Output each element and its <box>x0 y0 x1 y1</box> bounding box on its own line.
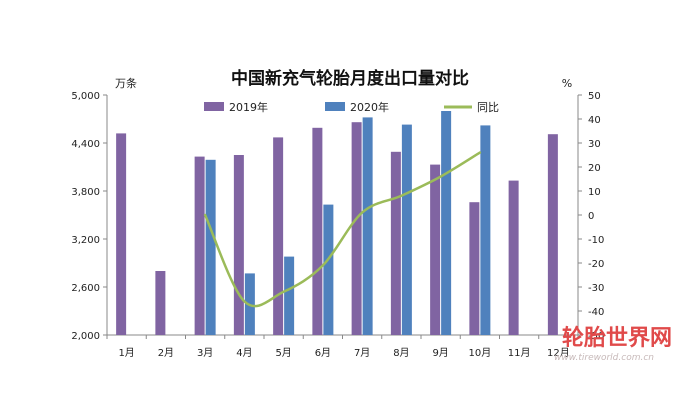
tick-labels: 2,000 2,600 3,200 3,800 4,400 5,000 -50 -40 -30 -… <box>71 91 604 359</box>
bar-2019 <box>155 271 166 335</box>
bar-2019 <box>508 180 519 335</box>
legend-swatch-2019 <box>204 102 224 111</box>
x-tick-label: 2月 <box>158 347 174 359</box>
bar-2020 <box>205 159 216 335</box>
left-tick-label: 4,400 <box>71 139 100 150</box>
yoy-line <box>203 151 482 308</box>
x-tick-label: 11月 <box>508 347 531 359</box>
right-tick-label: 10 <box>588 187 601 198</box>
chart-title: 中国新充气轮胎月度出口量对比 <box>231 68 469 89</box>
right-tick-label: -20 <box>588 259 604 270</box>
bar-2020 <box>480 125 491 336</box>
right-tick-label: 20 <box>588 163 601 174</box>
right-tick-label: -50 <box>588 331 604 342</box>
yoy-line-path <box>203 151 482 308</box>
left-axis-unit: 万条 <box>115 76 137 90</box>
left-tick-label: 2,000 <box>71 331 100 342</box>
right-tick-label: -10 <box>588 235 604 246</box>
legend-swatch-2020 <box>325 102 345 111</box>
legend-label: 2020年 <box>350 100 389 114</box>
left-tick-label: 5,000 <box>71 91 100 102</box>
x-tick-label: 1月 <box>118 347 134 359</box>
bar-2019 <box>194 156 205 335</box>
bar-2019 <box>469 202 480 335</box>
x-tick-label: 7月 <box>354 347 370 359</box>
left-tick-label: 2,600 <box>71 283 100 294</box>
bar-2020 <box>441 111 452 335</box>
legend: 2019年 2020年 同比 <box>204 100 499 114</box>
left-tick-label: 3,800 <box>71 187 100 198</box>
x-tick-label: 8月 <box>393 347 409 359</box>
right-tick-label: -40 <box>588 307 604 318</box>
bar-2020 <box>323 204 334 335</box>
bar-2020 <box>284 256 295 335</box>
watermark-url: www.tireworld.com.cn <box>554 353 654 363</box>
watermark: 轮胎世界网 www.tireworld.com.cn <box>554 325 672 363</box>
right-tick-label: -30 <box>588 283 604 294</box>
x-tick-label: 3月 <box>197 347 213 359</box>
x-tick-label: 12月 <box>547 347 570 359</box>
bar-2019 <box>430 164 441 335</box>
bar-2019 <box>390 151 401 335</box>
x-tick-label: 4月 <box>236 347 252 359</box>
bars <box>116 111 558 336</box>
left-tick-label: 3,200 <box>71 235 100 246</box>
right-tick-label: 50 <box>588 91 601 102</box>
watermark-text: 轮胎世界网 <box>562 325 672 351</box>
bar-2019 <box>116 133 127 335</box>
bar-2019 <box>547 134 558 335</box>
x-tick-label: 10月 <box>469 347 492 359</box>
x-tick-label: 6月 <box>315 347 331 359</box>
right-tick-label: 0 <box>588 211 594 222</box>
bar-2019 <box>351 122 362 335</box>
bar-2019 <box>233 155 244 335</box>
axes <box>103 94 582 339</box>
bar-2020 <box>401 124 412 335</box>
x-tick-label: 5月 <box>275 347 291 359</box>
legend-label: 同比 <box>477 101 499 114</box>
legend-label: 2019年 <box>229 100 268 114</box>
bar-2019 <box>312 127 323 335</box>
bar-2019 <box>273 137 284 335</box>
bar-2020 <box>362 117 373 336</box>
right-tick-label: 30 <box>588 139 601 150</box>
x-tick-label: 9月 <box>432 347 448 359</box>
right-tick-label: 40 <box>588 115 601 126</box>
right-axis-unit: % <box>562 77 572 90</box>
